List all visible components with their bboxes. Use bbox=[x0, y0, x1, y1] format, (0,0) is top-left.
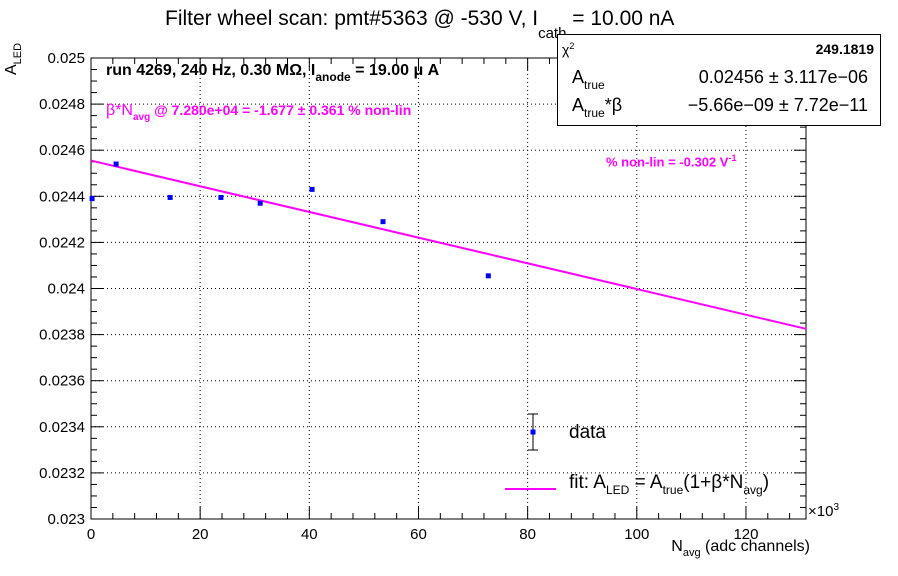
y-tick-label: 0.0236 bbox=[39, 373, 85, 390]
x-axis-label-main: N bbox=[671, 538, 683, 555]
fit-stats-box: χ2 249.1819 Atrue 0.02456 ± 3.117e−06 At… bbox=[557, 34, 881, 126]
legend-data-marker bbox=[530, 429, 536, 435]
data-point bbox=[257, 200, 263, 206]
atrue-label-sub: true bbox=[584, 78, 605, 92]
atrue-beta-label-tail: *β bbox=[604, 95, 623, 115]
data-point bbox=[89, 196, 95, 202]
run-info-tail: = 19.00 μ A bbox=[350, 62, 440, 79]
atrue-beta-label-sub: true bbox=[584, 106, 605, 120]
data-point bbox=[218, 194, 224, 200]
fit-tail: ) bbox=[762, 472, 770, 493]
nonlin-annotation: % non-lin = -0.302 V-1 bbox=[606, 153, 736, 169]
y-tick-label: 0.0248 bbox=[39, 96, 85, 113]
legend-data-label: data bbox=[569, 422, 606, 443]
chi-label: χ2 bbox=[562, 41, 574, 58]
fit-sub3: avg bbox=[743, 483, 763, 497]
fit-sub2: true bbox=[662, 483, 684, 497]
fit-sub1: LED bbox=[605, 483, 630, 497]
fit-line bbox=[90, 159, 807, 330]
y-axis-label-main: A bbox=[3, 64, 20, 76]
fit-mid2: (1+β*N bbox=[683, 472, 744, 493]
x-tick-label: 20 bbox=[192, 526, 209, 543]
run-info-main: run 4269, 240 Hz, 0.30 MΩ, I bbox=[106, 62, 316, 79]
atrue-value: 0.02456 ± 3.117e−06 bbox=[698, 67, 868, 87]
x-axis-label: Navg (adc channels) bbox=[671, 538, 810, 559]
x-axis-label-sub: avg bbox=[682, 547, 701, 559]
data-point bbox=[113, 161, 119, 167]
fit-mid: = A bbox=[629, 472, 663, 493]
data-point bbox=[167, 194, 173, 200]
beta-tail: @ 7.280e+04 = -1.677 ± 0.361 % non-lin bbox=[150, 102, 412, 118]
chi-symbol: χ bbox=[562, 41, 570, 58]
chart-title: Filter wheel scan: pmt#5363 @ -530 V, Ic… bbox=[165, 7, 675, 42]
data-point bbox=[485, 273, 491, 279]
title-main: Filter wheel scan: pmt#5363 @ -530 V, I bbox=[165, 7, 539, 30]
y-tick-label: 0.0242 bbox=[39, 234, 85, 251]
legend-fit-label: fit: ALED = Atrue(1+β*Navg) bbox=[569, 472, 770, 497]
nonlin-exp: -1 bbox=[728, 153, 737, 163]
x-tick-label: 0 bbox=[87, 526, 95, 543]
y-tick-label: 0.0232 bbox=[39, 465, 85, 482]
y-tick-label: 0.0244 bbox=[39, 188, 85, 205]
beta-prefix: β*N bbox=[106, 102, 133, 119]
x-tick-label: 120 bbox=[733, 526, 758, 543]
y-tick-label: 0.0246 bbox=[39, 142, 85, 159]
plot-frame bbox=[90, 57, 807, 520]
y-tick-label: 0.0238 bbox=[39, 327, 85, 344]
run-info-annotation: run 4269, 240 Hz, 0.30 MΩ, Ianode = 19.0… bbox=[106, 62, 440, 84]
x-mult-exp: 3 bbox=[833, 502, 840, 513]
y-tick-label: 0.023 bbox=[47, 511, 85, 528]
y-axis-label-sub: LED bbox=[12, 42, 24, 65]
beta-sub: avg bbox=[132, 112, 151, 123]
atrue-beta-label-main: A bbox=[572, 95, 585, 115]
nonlin-main: % non-lin = -0.302 V bbox=[606, 154, 729, 170]
beta-annotation: β*Navg @ 7.280e+04 = -1.677 ± 0.361 % no… bbox=[106, 102, 412, 123]
x-axis-label-tail: (adc channels) bbox=[700, 538, 810, 555]
title-tail: = 10.00 nA bbox=[566, 7, 675, 30]
y-tick-label: 0.024 bbox=[47, 281, 85, 298]
data-point bbox=[309, 186, 315, 192]
atrue-beta-label: Atrue*β bbox=[572, 95, 623, 120]
atrue-label-main: A bbox=[572, 67, 585, 87]
x-axis-multiplier: ×103 bbox=[808, 502, 839, 520]
chi-value: 249.1819 bbox=[815, 41, 874, 57]
x-tick-label: 80 bbox=[519, 526, 536, 543]
x-tick-label: 60 bbox=[410, 526, 427, 543]
y-tick-label: 0.025 bbox=[47, 50, 85, 67]
data-point bbox=[380, 219, 386, 225]
x-tick-label: 100 bbox=[624, 526, 649, 543]
fit-prefix: fit: A bbox=[569, 472, 606, 493]
chi-exp: 2 bbox=[569, 41, 575, 51]
x-tick-label: 40 bbox=[301, 526, 318, 543]
atrue-label: Atrue bbox=[572, 67, 605, 92]
atrue-beta-value: −5.66e−09 ± 7.72e−11 bbox=[687, 95, 868, 115]
run-info-sub: anode bbox=[315, 70, 351, 84]
y-tick-label: 0.0234 bbox=[39, 419, 85, 436]
x-mult-base: ×10 bbox=[808, 503, 834, 520]
y-axis-label: ALED bbox=[3, 29, 24, 89]
